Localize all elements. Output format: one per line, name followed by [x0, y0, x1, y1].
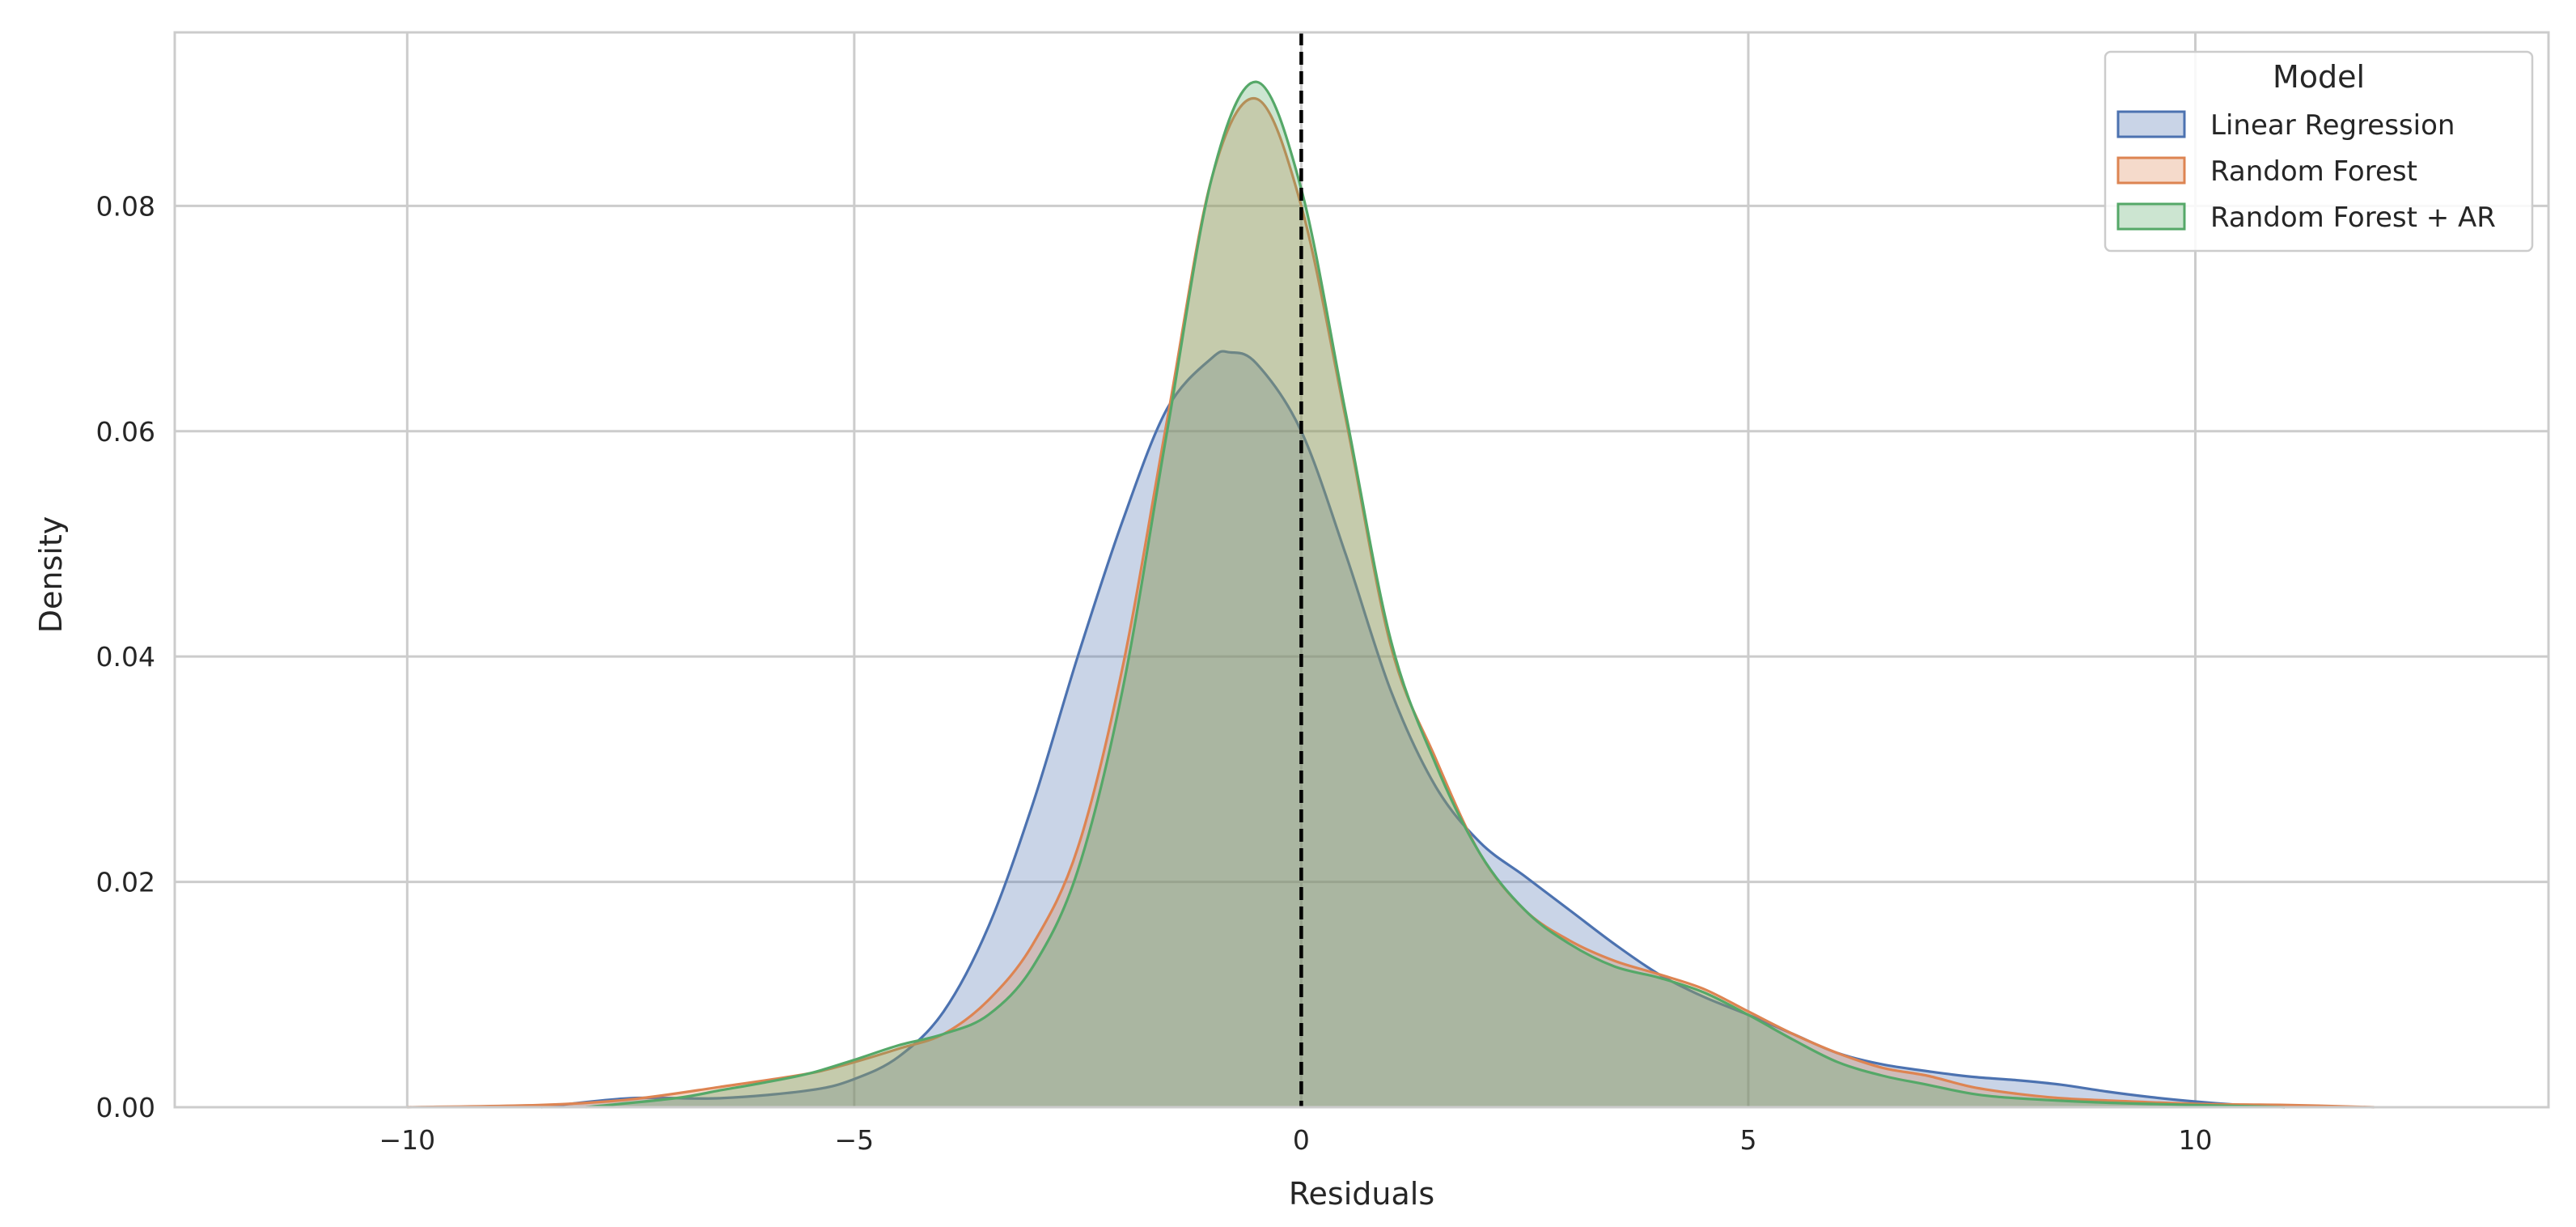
x-tick-label: −10 — [379, 1124, 435, 1156]
y-tick-label: 0.02 — [96, 867, 155, 898]
y-tick-labels: 0.00 0.02 0.04 0.06 0.08 — [96, 190, 155, 1123]
legend-label-random-forest-ar: Random Forest + AR — [2210, 202, 2496, 234]
x-tick-labels: −10 −5 0 5 10 — [379, 1124, 2212, 1156]
legend-swatch-random-forest-ar — [2116, 202, 2186, 231]
legend-title: Model — [2273, 59, 2365, 95]
density-fill-random-forest — [407, 98, 2375, 1108]
y-tick-label: 0.04 — [96, 641, 155, 673]
legend-label-linear-regression: Linear Regression — [2210, 109, 2455, 142]
legend-swatch-linear-regression — [2116, 110, 2186, 138]
y-axis-label: Density — [33, 516, 69, 633]
legend: Model Linear Regression Random Forest Rand… — [2104, 50, 2534, 253]
x-tick-label: 5 — [1739, 1124, 1756, 1156]
legend-items: Linear Regression Random Forest Random For… — [2116, 109, 2496, 234]
y-tick-label: 0.08 — [96, 190, 155, 222]
density-line-random-forest-ar — [586, 80, 2286, 1109]
x-tick-label: −5 — [835, 1124, 875, 1156]
density-fill-linear-regression — [541, 350, 2285, 1108]
x-axis-label: Residuals — [1289, 1176, 1434, 1212]
legend-swatch-random-forest — [2116, 156, 2186, 185]
x-tick-label: 10 — [2178, 1124, 2212, 1156]
legend-label-random-forest: Random Forest — [2210, 155, 2417, 188]
x-tick-label: 0 — [1293, 1124, 1310, 1156]
plot-frame — [173, 31, 2550, 1109]
density-line-linear-regression — [540, 350, 2286, 1109]
density-fill-random-forest-ar — [586, 82, 2285, 1107]
y-tick-label: 0.06 — [96, 416, 155, 448]
y-tick-label: 0.00 — [96, 1092, 155, 1123]
density-areas — [407, 80, 2375, 1109]
legend-box — [2104, 50, 2534, 253]
